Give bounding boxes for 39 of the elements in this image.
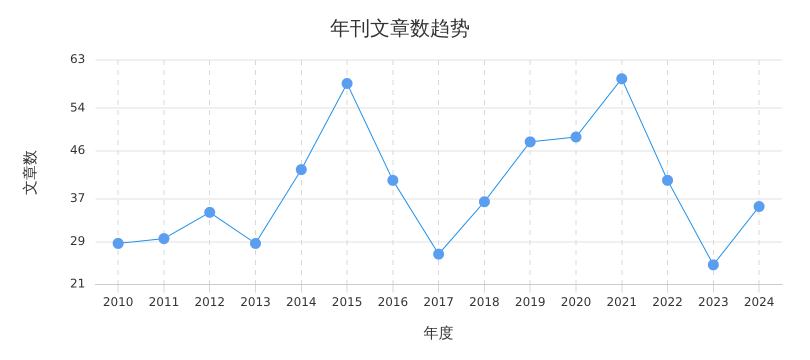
point xyxy=(616,73,628,84)
x-tick-label: 2014 xyxy=(286,294,317,309)
point xyxy=(204,206,216,218)
y-tick-label: 63 xyxy=(70,52,86,66)
point xyxy=(387,174,398,186)
x-tick-label: 2017 xyxy=(423,294,454,309)
x-tick-label: 2023 xyxy=(698,294,729,309)
x-tick-label: 2012 xyxy=(194,294,225,309)
chart-title: 年刊文章数趋势 xyxy=(330,16,470,40)
x-tick-label: 2022 xyxy=(652,294,683,309)
point xyxy=(524,136,536,148)
x-tick-label: 2013 xyxy=(240,294,271,309)
x-tick-label: 2024 xyxy=(744,294,774,309)
x-tick-label: 2011 xyxy=(148,294,180,309)
x-axis-title: 年度 xyxy=(424,324,454,342)
x-tick-label: 2018 xyxy=(469,294,500,309)
y-tick-label: 46 xyxy=(70,143,86,158)
point xyxy=(708,259,719,270)
y-tick-label: 29 xyxy=(70,234,86,248)
point xyxy=(112,238,124,249)
y-tick-label: 54 xyxy=(70,100,86,114)
point xyxy=(296,164,307,176)
point xyxy=(662,174,674,186)
y-tick-label: 37 xyxy=(70,191,86,206)
point xyxy=(158,233,170,244)
x-tick-label: 2015 xyxy=(332,294,362,309)
point xyxy=(433,248,444,260)
point xyxy=(342,78,353,90)
x-tick-label: 2020 xyxy=(560,294,592,309)
point xyxy=(570,132,582,143)
point xyxy=(250,238,262,249)
y-axis-title: 文章数 xyxy=(20,150,39,195)
point xyxy=(754,201,765,212)
x-tick-label: 2019 xyxy=(514,294,546,309)
point xyxy=(478,196,490,208)
x-tick-label: 2010 xyxy=(102,294,134,309)
x-tick-label: 2016 xyxy=(378,294,408,309)
y-tick-label: 21 xyxy=(70,276,86,291)
x-tick-label: 2021 xyxy=(606,294,638,309)
